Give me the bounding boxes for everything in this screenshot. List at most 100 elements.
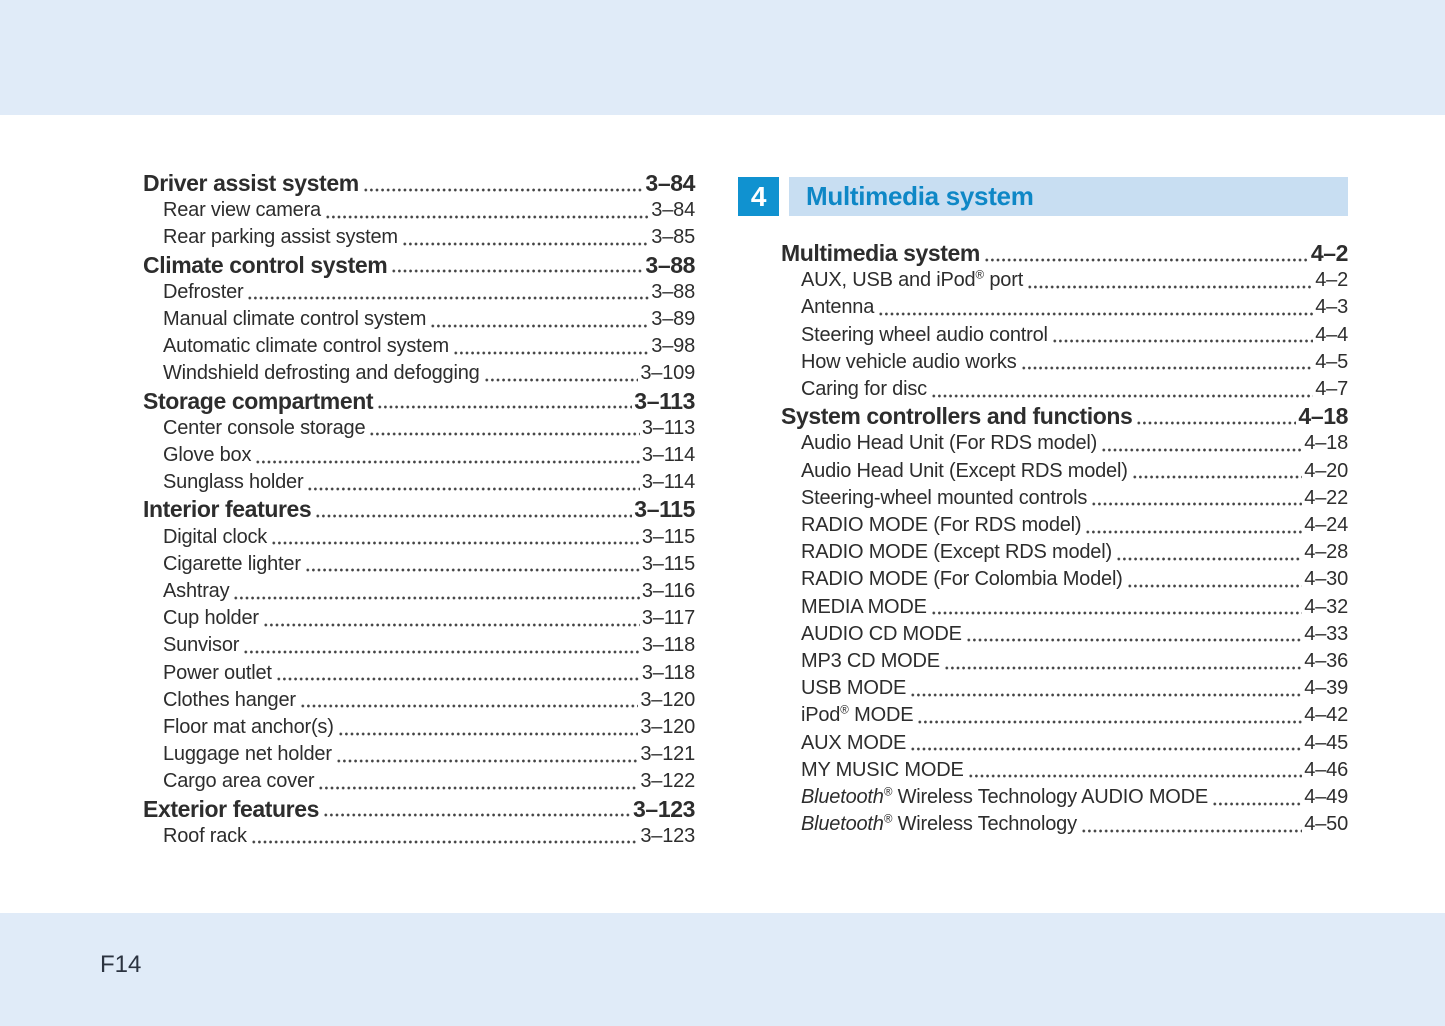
toc-entry-page: 4–3 <box>1315 296 1348 319</box>
toc-entry: Rear parking assist system 3–85 <box>143 224 695 252</box>
toc-dots-leader <box>1051 321 1314 349</box>
toc-entry-label: RADIO MODE (For RDS model) <box>801 514 1082 537</box>
toc-entry-page: 3–114 <box>641 444 695 467</box>
toc-dots-leader <box>323 795 632 823</box>
chapter-title-band: Multimedia system <box>789 177 1348 216</box>
toc-entry-page: 4–45 <box>1304 731 1348 754</box>
toc-entry: Cargo area cover 3–122 <box>143 768 695 796</box>
toc-dots-leader <box>247 278 650 307</box>
toc-entry-page: 4–18 <box>1304 432 1348 455</box>
toc-entry-label: How vehicle audio works <box>801 350 1017 373</box>
toc-entry-label: Automatic climate control system <box>163 335 449 358</box>
toc-entry: Sunvisor 3–118 <box>143 632 695 660</box>
toc-dots-leader <box>299 686 639 715</box>
toc-entry-page: 3–88 <box>645 251 695 278</box>
toc-entry-page: 3–118 <box>641 661 695 684</box>
toc-entry-label: Sunvisor <box>163 634 240 657</box>
toc-entry: Antenna 4–3 <box>781 294 1348 322</box>
toc-entry: AUX MODE 4–45 <box>781 729 1348 757</box>
toc-entry-label: Multimedia system <box>781 240 980 266</box>
toc-entry-label: Bluetooth® Wireless Technology AUDIO MOD… <box>801 785 1209 809</box>
toc-entry-page: 4–39 <box>1304 677 1348 700</box>
toc-entry-label: Interior features <box>143 496 312 523</box>
toc-dots-leader <box>984 240 1309 268</box>
toc-entry-page: 4–36 <box>1304 650 1348 673</box>
toc-entry-page: 4–32 <box>1304 595 1348 618</box>
toc-dots-leader <box>1027 267 1314 295</box>
toc-entry-label: Audio Head Unit (Except RDS model) <box>801 459 1128 482</box>
toc-dots-leader <box>324 197 650 225</box>
toc-entry-label: Floor mat anchor(s) <box>163 716 334 739</box>
toc-entry-label: RADIO MODE (For Colombia Model) <box>801 568 1123 591</box>
toc-dots-leader <box>430 306 650 334</box>
toc-right-column: 4 Multimedia system Multimedia system 4–2… <box>738 177 1349 839</box>
toc-entry: Luggage net holder 3–121 <box>143 741 695 769</box>
toc-entry-label: Digital clock <box>163 525 268 548</box>
toc-entry-label: iPod® MODE <box>801 703 914 727</box>
toc-entry: Interior features 3–115 <box>143 496 695 524</box>
toc-entry-label: AUX MODE <box>801 731 907 754</box>
toc-entry-label: Storage compartment <box>143 387 374 414</box>
toc-entry-page: 4–49 <box>1304 786 1348 809</box>
toc-entry-label: RADIO MODE (Except RDS model) <box>801 541 1112 564</box>
toc-entry-page: 3–89 <box>651 308 695 331</box>
toc-entry-page: 3–123 <box>640 824 695 847</box>
toc-entry: Rear view camera 3–84 <box>143 197 695 225</box>
toc-dots-leader <box>1136 403 1297 431</box>
toc-entry: MP3 CD MODE 4–36 <box>781 648 1348 676</box>
toc-entry-page: 4–5 <box>1315 350 1348 373</box>
toc-dots-leader <box>318 768 639 796</box>
toc-entry-page: 3–122 <box>640 770 695 793</box>
toc-dots-leader <box>483 360 639 388</box>
toc-entry-page: 3–88 <box>651 280 695 303</box>
toc-left-list: Driver assist system 3–84 Rear view camera… <box>143 170 695 851</box>
toc-entry: Roof rack 3–123 <box>143 822 695 851</box>
toc-entry-page: 4–20 <box>1304 459 1348 482</box>
toc-entry: Power outlet 3–118 <box>143 659 695 687</box>
toc-entry-label: Steering-wheel mounted controls <box>801 486 1088 509</box>
toc-entry-page: 4–50 <box>1304 813 1348 836</box>
toc-dots-leader <box>917 702 1303 730</box>
toc-entry-label: Rear parking assist system <box>163 226 398 249</box>
toc-dots-leader <box>275 659 640 687</box>
toc-entry-label: Caring for disc <box>801 378 927 401</box>
toc-entry: Storage compartment 3–113 <box>143 387 695 415</box>
toc-entry-label: Rear view camera <box>163 199 321 222</box>
toc-entry-label: USB MODE <box>801 677 907 700</box>
toc-dots-leader <box>369 414 640 443</box>
toc-entry-page: 3–117 <box>641 607 695 630</box>
toc-entry: Ashtray 3–116 <box>143 578 695 606</box>
toc-dots-leader <box>910 675 1303 703</box>
toc-entry-label: Center console storage <box>163 416 366 439</box>
toc-dots-leader <box>243 632 640 660</box>
toc-dots-leader <box>452 333 650 361</box>
toc-dots-leader <box>1085 512 1303 540</box>
toc-entry-page: 4–33 <box>1304 622 1348 645</box>
toc-entry: RADIO MODE (For RDS model) 4–24 <box>781 512 1348 540</box>
toc-dots-leader <box>401 224 650 252</box>
toc-entry-page: 4–24 <box>1304 514 1348 537</box>
toc-entry-label: Defroster <box>163 280 244 303</box>
chapter-title: Multimedia system <box>806 181 1034 211</box>
top-band <box>0 0 1445 115</box>
toc-entry-label: AUX, USB and iPod® port <box>801 268 1024 292</box>
toc-entry: AUX, USB and iPod® port 4–2 <box>781 267 1348 295</box>
toc-entry-label: Audio Head Unit (For RDS model) <box>801 432 1098 455</box>
toc-dots-leader <box>1212 784 1303 812</box>
toc-entry-label: MEDIA MODE <box>801 595 927 618</box>
toc-entry-label: Driver assist system <box>143 170 359 196</box>
toc-entry-label: Bluetooth® Wireless Technology <box>801 812 1077 836</box>
toc-dots-leader <box>233 578 640 606</box>
page-footer-label: F14 <box>100 951 142 978</box>
toc-entry-page: 3–123 <box>633 795 695 822</box>
toc-entry-label: Luggage net holder <box>163 743 332 766</box>
toc-dots-leader <box>337 714 639 742</box>
toc-left-column: Driver assist system 3–84 Rear view camera… <box>143 170 695 851</box>
toc-entry-page: 4–28 <box>1304 541 1348 564</box>
toc-entry-page: 4–2 <box>1310 240 1349 266</box>
toc-entry: Caring for disc 4–7 <box>781 376 1348 404</box>
toc-entry-page: 3–115 <box>641 525 695 548</box>
toc-entry: Multimedia system 4–2 <box>781 240 1349 268</box>
toc-entry-label: Exterior features <box>143 795 319 822</box>
toc-dots-leader <box>271 523 640 551</box>
